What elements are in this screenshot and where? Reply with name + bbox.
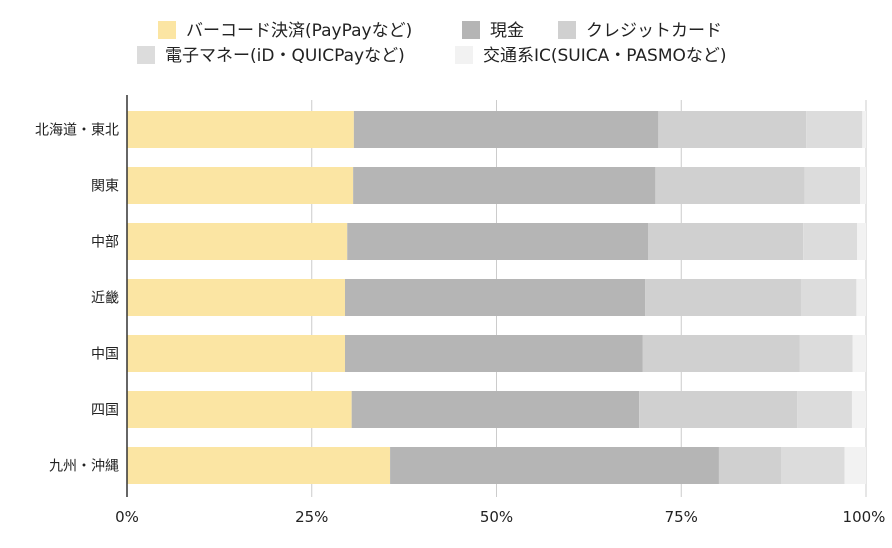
bar-6-3 <box>781 447 845 484</box>
legend-swatch-1 <box>462 21 480 39</box>
tick-label-1: 25% <box>295 508 328 526</box>
bar-1-1 <box>353 167 656 204</box>
legend-label-3: 電子マネー(iD・QUICPayなど) <box>165 46 405 66</box>
bar-5-2 <box>639 391 798 428</box>
bar-0-4 <box>862 111 866 148</box>
bar-4-4 <box>852 335 866 372</box>
category-label-6: 九州・沖縄 <box>49 459 119 475</box>
bar-6-1 <box>390 447 719 484</box>
bar-1-0 <box>127 167 354 204</box>
bar-3-0 <box>127 279 346 316</box>
legend-swatch-4 <box>455 46 473 64</box>
bar-5-1 <box>351 391 640 428</box>
bar-1-4 <box>860 167 866 204</box>
tick-label-4: 100% <box>843 508 886 526</box>
bar-0-3 <box>806 111 863 148</box>
bar-3-2 <box>645 279 801 316</box>
tick-label-3: 75% <box>665 508 698 526</box>
tick-label-0: 0% <box>115 508 139 526</box>
legend: バーコード決済(PayPayなど) 現金 クレジットカード電子マネー(iD・QUIC… <box>137 21 727 66</box>
bar-3-4 <box>856 279 866 316</box>
legend-swatch-3 <box>137 46 155 64</box>
legend-swatch-0 <box>158 21 176 39</box>
bar-4-1 <box>345 335 643 372</box>
bar-6-4 <box>844 447 866 484</box>
bar-3-1 <box>345 279 646 316</box>
category-label-2: 中部 <box>91 235 119 251</box>
bar-4-3 <box>799 335 853 372</box>
bar-0-0 <box>127 111 354 148</box>
bar-6-0 <box>127 447 391 484</box>
bar-4-2 <box>642 335 800 372</box>
bar-2-4 <box>857 223 866 260</box>
category-label-0: 北海道・東北 <box>35 123 119 139</box>
bar-5-0 <box>127 391 352 428</box>
bar-2-2 <box>647 223 804 260</box>
category-label-3: 近畿 <box>91 291 119 307</box>
category-label-5: 四国 <box>91 403 119 419</box>
tick-label-2: 50% <box>480 508 513 526</box>
bar-0-2 <box>658 111 807 148</box>
bar-5-4 <box>851 391 866 428</box>
bar-0-1 <box>353 111 659 148</box>
bar-5-3 <box>797 391 852 428</box>
legend-label-4: 交通系IC(SUICA・PASMOなど) <box>483 46 727 66</box>
bar-6-2 <box>718 447 782 484</box>
bar-2-3 <box>803 223 858 260</box>
bar-1-3 <box>804 167 861 204</box>
bars <box>127 111 866 484</box>
bar-3-3 <box>800 279 857 316</box>
bar-2-0 <box>127 223 348 260</box>
bar-1-2 <box>655 167 805 204</box>
category-label-1: 関東 <box>91 179 119 195</box>
bar-4-0 <box>127 335 346 372</box>
legend-label-0: バーコード決済(PayPayなど) <box>186 21 412 41</box>
category-label-4: 中国 <box>91 347 119 363</box>
bar-2-1 <box>347 223 648 260</box>
legend-label-2: クレジットカード <box>586 21 722 41</box>
legend-label-1: 現金 <box>490 21 524 41</box>
legend-swatch-2 <box>558 21 576 39</box>
